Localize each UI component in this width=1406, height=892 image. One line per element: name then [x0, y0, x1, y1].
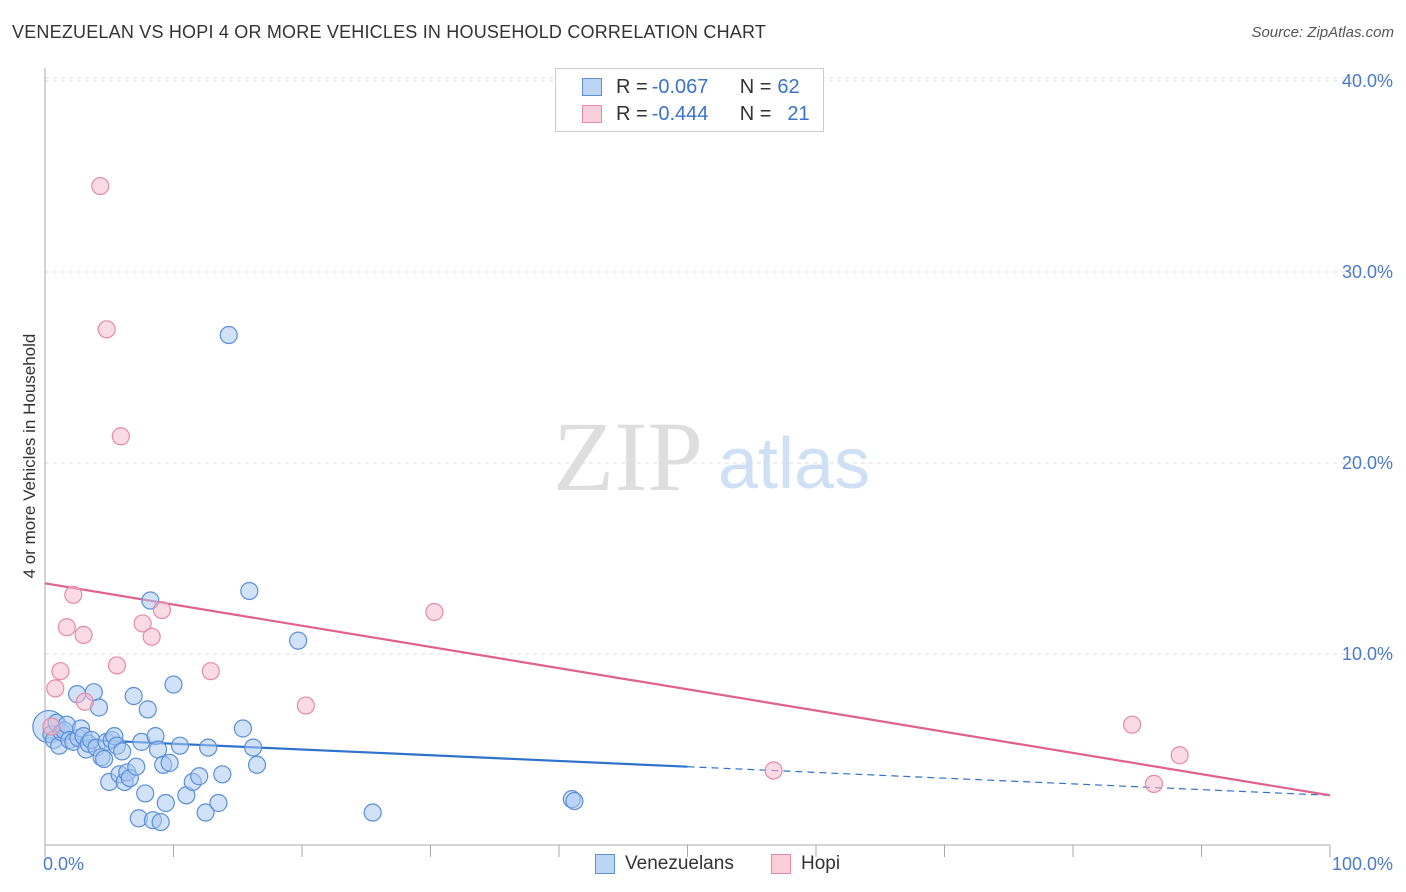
- point-venezuelan-41: [148, 740, 168, 759]
- bottom-legend-swatch-venezuelans: [595, 854, 615, 874]
- x-tick-label-right: 100.0%: [1332, 854, 1393, 874]
- point-venezuelan-33: [127, 757, 146, 776]
- point-hopi-4: [64, 585, 83, 604]
- data-points: [32, 176, 1189, 832]
- legend-r-label: R =: [616, 75, 648, 98]
- point-hopi-3: [57, 618, 76, 637]
- point-hopi-17: [764, 761, 783, 780]
- point-venezuelan-32: [124, 686, 143, 706]
- point-venezuelan-44: [156, 793, 175, 813]
- legend-swatch-hopi: [582, 105, 602, 123]
- point-venezuelan-42: [151, 812, 170, 832]
- point-hopi-13: [152, 600, 172, 620]
- point-venezuelan-53: [209, 793, 228, 813]
- legend-n-value: 21: [787, 102, 810, 125]
- point-hopi-14: [201, 662, 220, 681]
- point-venezuelan-45: [160, 753, 179, 772]
- trend-hopi: [44, 582, 1331, 797]
- tick-labels: 10.0% 20.0% 30.0% 40.0% 0.0% 100.0%: [43, 71, 1393, 874]
- legend-row-hopi: R = -0.444 N = 21: [582, 102, 810, 126]
- point-venezuelan-58: [247, 755, 267, 774]
- legend-n-label: N =: [739, 102, 772, 125]
- correlation-legend: R = -0.067 N = 62 R = -0.444 N = 21: [555, 68, 824, 132]
- point-hopi-12: [142, 627, 161, 646]
- point-venezuelan-28: [112, 742, 132, 761]
- point-hopi-8: [97, 320, 116, 339]
- bottom-legend-venezuelans: Venezuelans: [595, 852, 734, 876]
- point-hopi-19: [1144, 774, 1164, 793]
- point-venezuelan-55: [219, 325, 238, 345]
- legend-n-label: N =: [739, 75, 772, 98]
- bottom-legend-label-hopi: Hopi: [801, 853, 841, 874]
- point-venezuelan-63: [565, 791, 584, 811]
- point-hopi-16: [425, 602, 444, 622]
- point-hopi-1: [46, 679, 65, 698]
- point-hopi-18: [1123, 715, 1142, 734]
- point-venezuelan-56: [233, 719, 252, 738]
- source-credit: Source: ZipAtlas.com: [1251, 24, 1394, 41]
- legend-row-venezuelan: R = -0.067 N = 62: [582, 75, 800, 99]
- point-venezuelan-57: [244, 738, 263, 757]
- point-venezuelan-50: [190, 767, 209, 786]
- bottom-legend-swatch-hopi: [771, 854, 791, 874]
- legend-swatch-venezuelan: [582, 78, 602, 96]
- point-hopi-6: [75, 692, 94, 711]
- y-tick-label-20: 20.0%: [1342, 453, 1393, 473]
- point-venezuelan-54: [213, 765, 232, 784]
- point-hopi-2: [51, 662, 70, 681]
- legend-r-label: R =: [616, 102, 648, 125]
- point-venezuelan-59: [240, 581, 259, 601]
- point-venezuelan-52: [199, 738, 218, 757]
- point-hopi-15: [296, 696, 315, 715]
- point-hopi-0: [42, 717, 61, 736]
- watermark-zip: ZIP: [553, 401, 703, 512]
- point-venezuelan-21: [95, 749, 114, 769]
- point-hopi-20: [1170, 746, 1189, 765]
- legend-r-value: -0.444: [651, 102, 709, 125]
- y-tick-label-10: 10.0%: [1342, 644, 1393, 664]
- point-venezuelan-61: [363, 803, 382, 822]
- point-venezuelan-51: [196, 803, 215, 822]
- legend-r-value: -0.067: [651, 75, 709, 98]
- y-tick-label-30: 30.0%: [1342, 262, 1393, 282]
- point-venezuelan-60: [289, 631, 308, 650]
- point-hopi-9: [107, 656, 127, 675]
- point-hopi-5: [74, 625, 93, 645]
- point-hopi-7: [91, 176, 110, 196]
- y-tick-label-40: 40.0%: [1342, 71, 1393, 91]
- watermark-atlas: atlas: [718, 424, 870, 504]
- point-hopi-11: [133, 614, 152, 633]
- x-tick-label-left: 0.0%: [43, 854, 84, 874]
- bottom-legend-hopi: Hopi: [771, 852, 840, 876]
- chart-title: VENEZUELAN VS HOPI 4 OR MORE VEHICLES IN…: [12, 22, 767, 42]
- point-venezuelan-46: [164, 675, 183, 694]
- trend-lines: [44, 582, 1331, 797]
- trend-venezuelan-dashed: [687, 766, 1331, 796]
- point-venezuelan-36: [136, 784, 155, 803]
- point-venezuelan-37: [138, 700, 157, 719]
- watermark: ZIP atlas: [553, 401, 870, 512]
- bottom-legend-label-venezuelans: Venezuelans: [625, 853, 734, 874]
- point-venezuelan-47: [170, 736, 190, 755]
- legend-n-value: 62: [777, 75, 800, 98]
- grid-lines: [45, 77, 1390, 655]
- point-hopi-10: [111, 427, 130, 446]
